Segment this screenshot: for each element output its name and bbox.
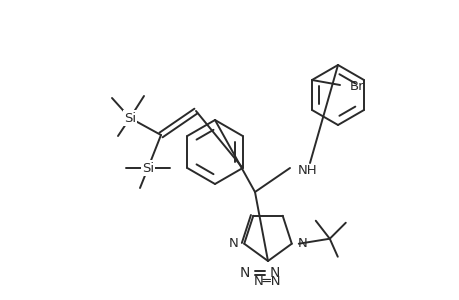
Text: N: N (228, 237, 238, 250)
Text: N: N (239, 266, 249, 280)
Text: N: N (297, 237, 307, 250)
Text: NH: NH (297, 164, 317, 176)
Text: Si: Si (123, 112, 136, 124)
Text: N═N: N═N (254, 275, 281, 288)
Text: N: N (269, 266, 280, 280)
Text: Br: Br (349, 80, 364, 92)
Text: Si: Si (142, 161, 154, 175)
